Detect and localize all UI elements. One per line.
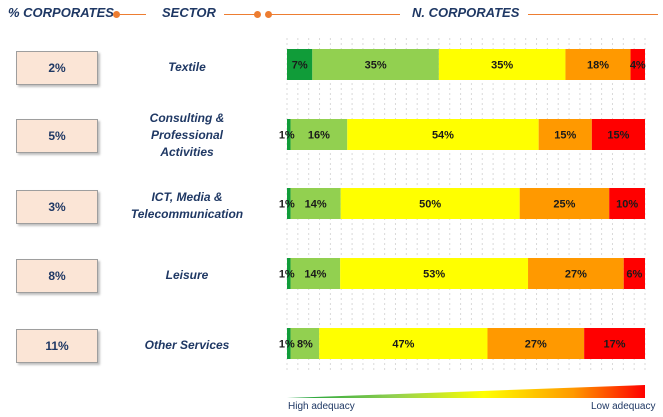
bar-segment (347, 119, 539, 150)
chart-data-labels: 7% 35% 35% 18% 4% 1% 16% 54% 15% 15% 1% 14% 50% 25% 10… (279, 60, 646, 351)
data-label: 53% (423, 269, 445, 281)
bar-segment (287, 328, 291, 359)
corporates-pct-ict: 3% (16, 190, 98, 224)
header-line-4 (528, 14, 658, 15)
bar-segment (438, 49, 566, 80)
header-dot-2 (254, 11, 261, 18)
data-label: 1% (279, 339, 295, 351)
bar-segment (609, 188, 645, 219)
bar-segment (591, 119, 645, 150)
data-label: 50% (419, 199, 441, 211)
data-label: 6% (626, 269, 642, 281)
data-label: 18% (587, 60, 609, 72)
bar-segment (538, 119, 592, 150)
header-line-1 (116, 14, 146, 15)
data-label: 1% (279, 130, 295, 142)
corporates-pct-leisure: 8% (16, 259, 98, 293)
header-sector: SECTOR (162, 5, 216, 20)
bar-segment (487, 328, 585, 359)
data-label: 15% (554, 130, 576, 142)
data-label: 27% (525, 339, 547, 351)
data-label: 15% (607, 130, 629, 142)
corporates-pct-textile: 2% (16, 51, 98, 85)
data-label: 7% (292, 60, 308, 72)
data-label: 14% (305, 199, 327, 211)
sector-textile: Textile (168, 59, 206, 74)
bar-segment (287, 258, 291, 289)
bar-segment (565, 49, 631, 80)
bar-segment (319, 328, 488, 359)
bar-segment (528, 258, 624, 289)
adequacy-gradient-wedge (287, 385, 645, 398)
bar-segment (584, 328, 645, 359)
bar-segment (340, 188, 520, 219)
data-label: 35% (365, 60, 387, 72)
sector-other-services: Other Services (144, 337, 230, 352)
header-corporates-pct: % CORPORATES (8, 5, 114, 20)
header-n-corporates: N. CORPORATES (412, 5, 520, 20)
data-label: 1% (279, 269, 295, 281)
corporates-pct-other-services: 11% (16, 329, 98, 363)
corporates-pct-consulting: 5% (16, 119, 98, 153)
bar-segment (287, 188, 291, 219)
bar-segment (290, 119, 348, 150)
data-label: 4% (630, 60, 646, 72)
chart-bars (287, 49, 645, 359)
data-label: 8% (297, 339, 313, 351)
data-label: 17% (604, 339, 626, 351)
data-label: 1% (279, 199, 295, 211)
header-dot-3 (265, 11, 272, 18)
data-label: 10% (616, 199, 638, 211)
data-label: 54% (432, 130, 454, 142)
legend-low-adequacy: Low adequacy (591, 401, 656, 412)
header-dot-1 (113, 11, 120, 18)
header-line-2 (224, 14, 256, 15)
sector-ict: ICT, Media & Telecommunication (130, 190, 244, 221)
data-label: 25% (553, 199, 575, 211)
data-label: 35% (491, 60, 513, 72)
bar-segment (287, 119, 291, 150)
bar-segment (623, 258, 645, 289)
bar-segment (290, 188, 341, 219)
bar-segment (290, 258, 341, 289)
sector-consulting: Consulting & Professional Activities (149, 110, 225, 159)
bar-segment (290, 328, 320, 359)
legend-high-adequacy: High adequacy (288, 401, 355, 412)
data-label: 47% (392, 339, 414, 351)
bar-segment (630, 49, 645, 80)
bar-segment (312, 49, 439, 80)
data-label: 27% (565, 269, 587, 281)
bar-segment (340, 258, 529, 289)
data-label: 16% (308, 130, 330, 142)
bar-segment (287, 49, 313, 80)
sector-leisure: Leisure (165, 267, 209, 282)
header-line-3 (270, 14, 400, 15)
bar-segment (519, 188, 610, 219)
data-label: 14% (304, 269, 326, 281)
